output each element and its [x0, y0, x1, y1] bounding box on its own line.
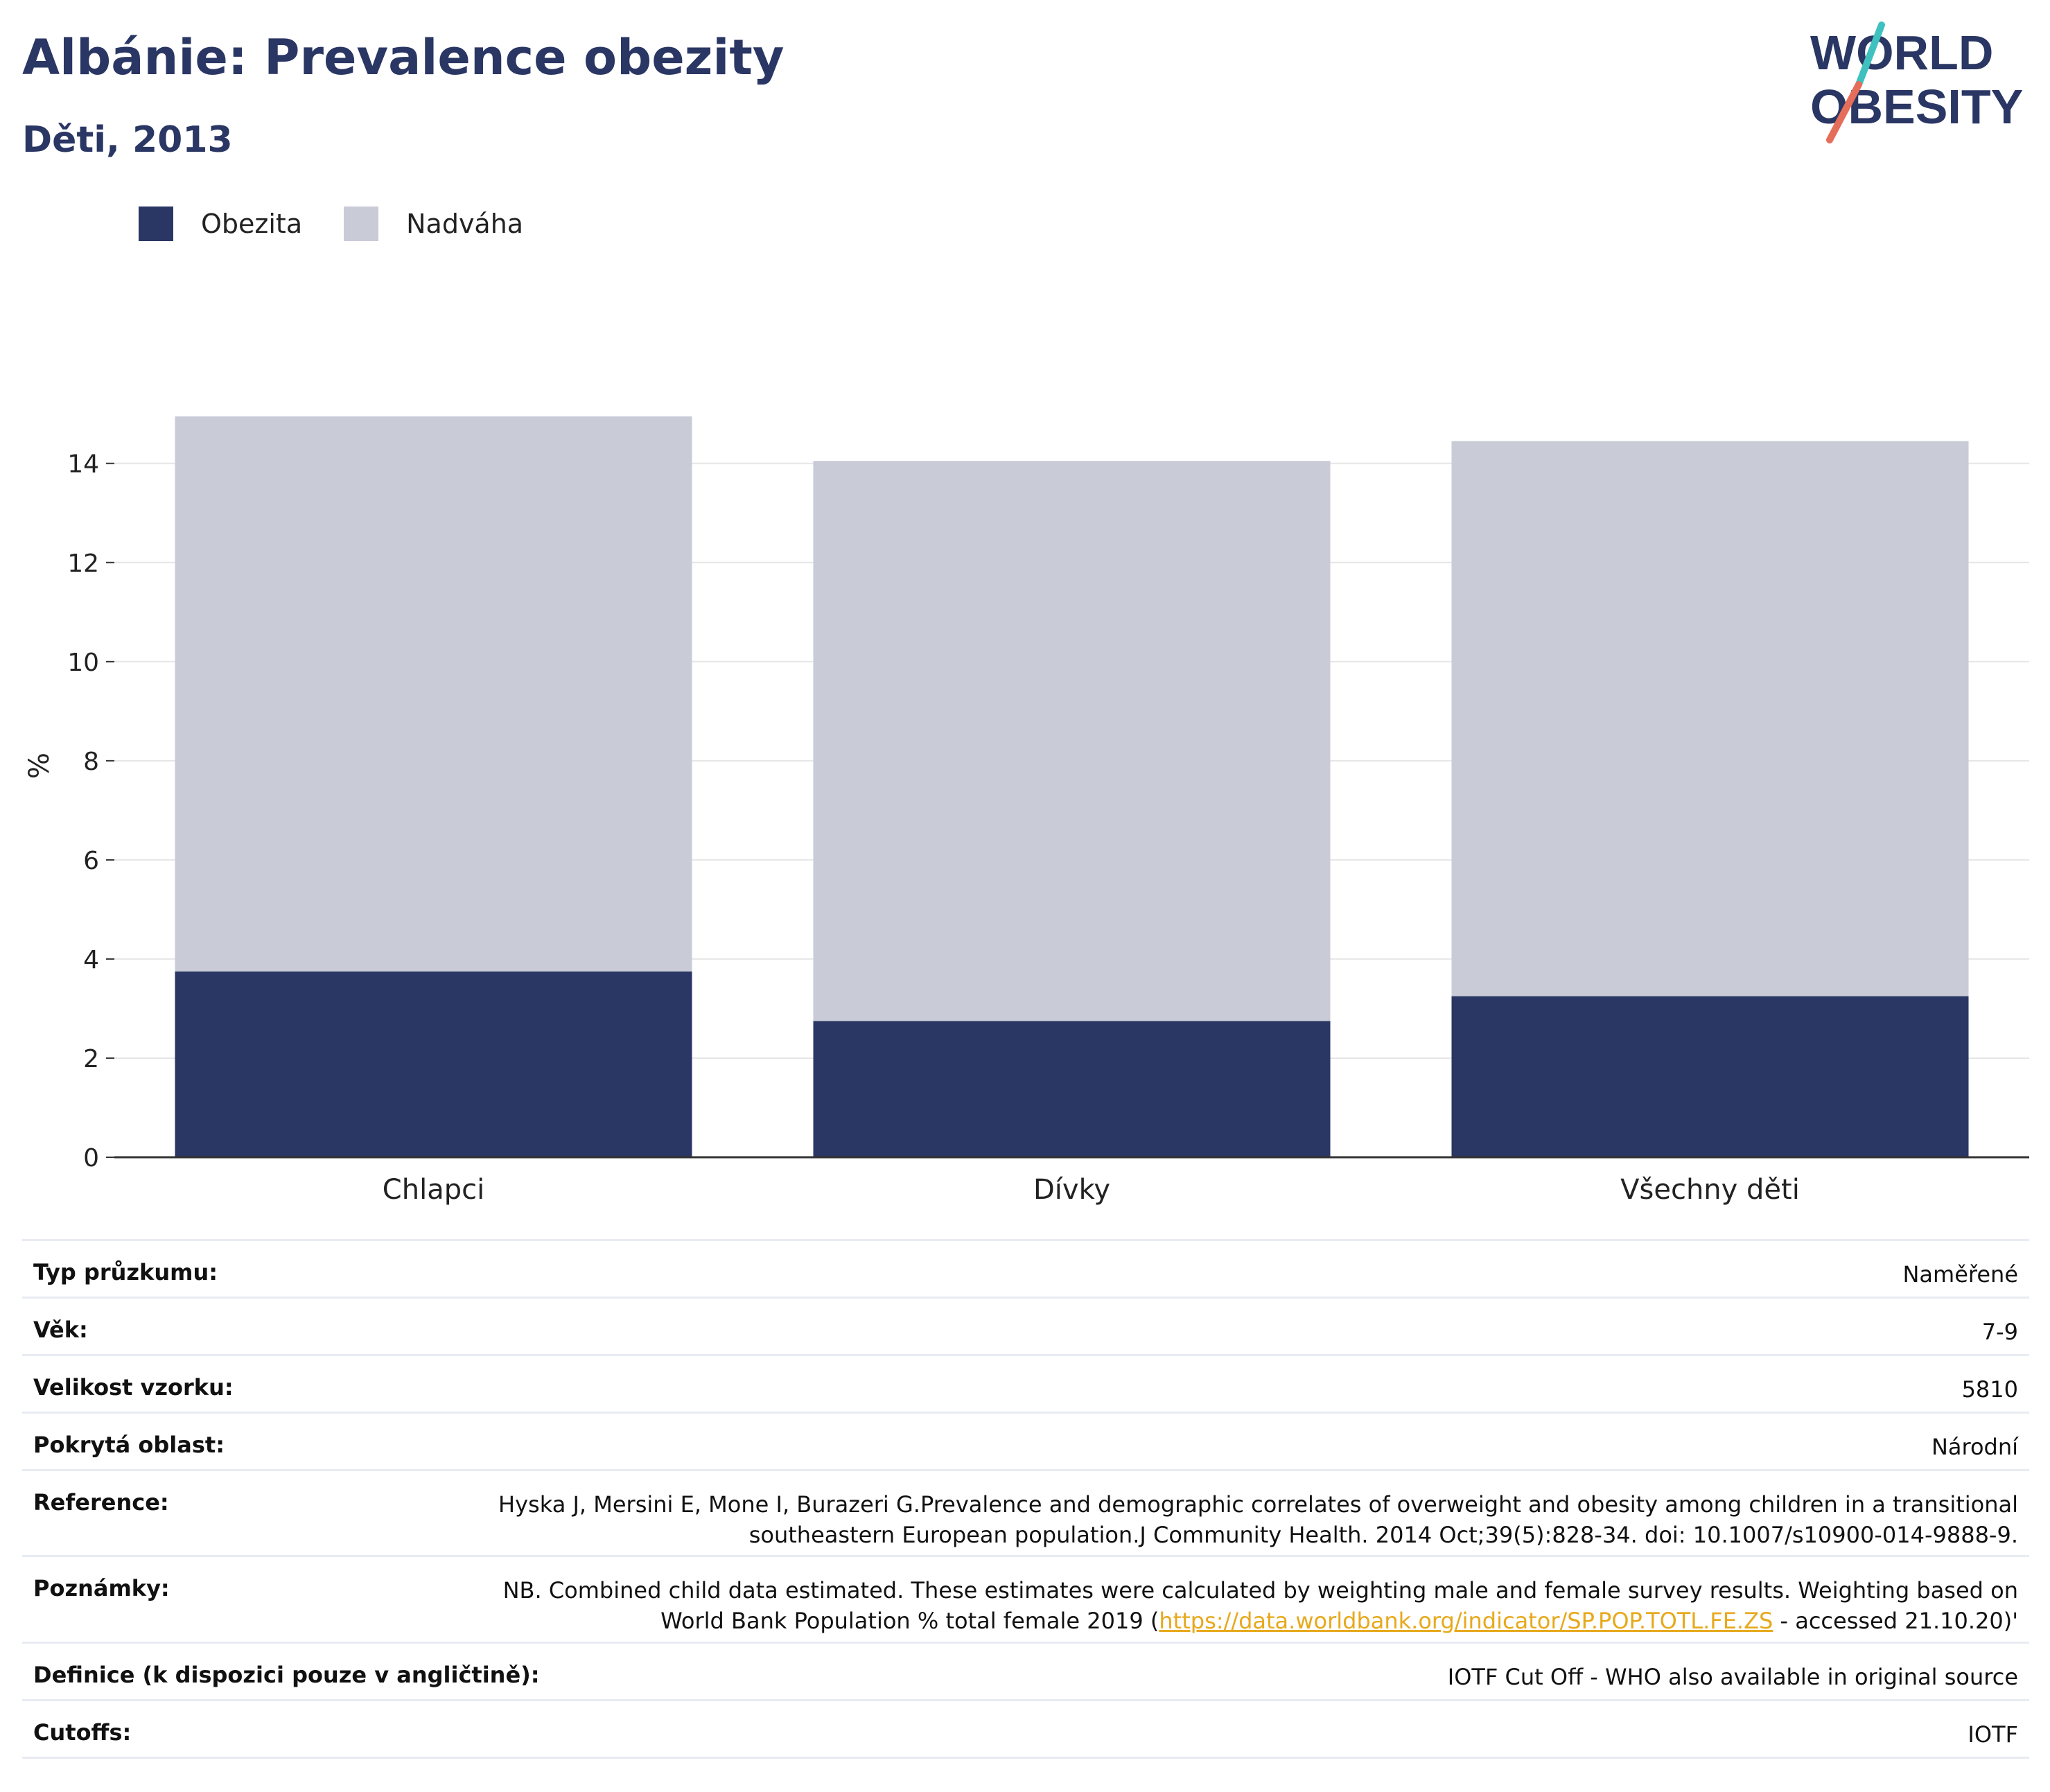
bar-obezita-0	[175, 971, 692, 1157]
x-tick-label: Dívky	[1033, 1174, 1110, 1206]
meta-key: Pokrytá oblast:	[33, 1432, 225, 1458]
meta-value: Naměřené	[1902, 1261, 2018, 1288]
stacked-bar-chart: 0 2 4 6 8 10 12 14% Chlapci Dívky Všechny děti	[24, 416, 2029, 1206]
meta-value: 7-9	[1981, 1319, 2018, 1345]
bar-nadvaha-1	[813, 461, 1331, 1021]
y-tick-label: 10	[67, 649, 99, 677]
meta-value: IOTF	[1968, 1721, 2018, 1748]
legend-swatch-nadvaha	[344, 207, 379, 241]
world-obesity-logo: WORLD OBESITY	[1810, 21, 2023, 143]
legend-label-nadvaha: Nadváha	[406, 209, 524, 239]
meta-key: Cutoffs:	[33, 1719, 132, 1746]
y-tick-label: 2	[83, 1045, 99, 1073]
y-tick-label: 0	[83, 1144, 99, 1172]
bar-nadvaha-2	[1451, 441, 1969, 996]
meta-row-sample-size: Velikost vzorku: 5810	[22, 1354, 2029, 1412]
notes-text-after: - accessed 21.10.20)'	[1773, 1608, 2019, 1634]
meta-row-reference: Reference: Hyska J, Mersini E, Mone I, B…	[22, 1469, 2029, 1555]
meta-row-area-covered: Pokrytá oblast: Národní	[22, 1412, 2029, 1469]
meta-key: Definice (k dispozici pouze v angličtině…	[33, 1662, 540, 1688]
meta-row-age: Věk: 7-9	[22, 1297, 2029, 1354]
logo-line1: WORLD	[1810, 26, 1993, 80]
meta-value: Hyska J, Mersini E, Mone I, Burazeri G.P…	[498, 1491, 2018, 1548]
x-tick-label: Všechny děti	[1620, 1174, 1800, 1206]
meta-key: Poznámky:	[33, 1575, 170, 1601]
meta-key: Reference:	[33, 1489, 169, 1516]
meta-key: Velikost vzorku:	[33, 1374, 234, 1400]
meta-key: Typ průzkumu:	[33, 1259, 218, 1285]
meta-row-survey-type: Typ průzkumu: Naměřené	[22, 1239, 2029, 1297]
meta-row-cutoffs: Cutoffs: IOTF	[22, 1699, 2029, 1757]
y-tick-label: 8	[83, 748, 99, 776]
chart-legend: Obezita Nadváha	[139, 205, 565, 243]
chart-title: Albánie: Prevalence obezity	[22, 29, 785, 86]
meta-bottom-rule	[22, 1757, 2029, 1759]
y-tick-label: 12	[67, 550, 99, 578]
notes-text-before: NB. Combined child data estimated. These…	[502, 1577, 2018, 1634]
x-tick-label: Chlapci	[383, 1174, 484, 1206]
bar-obezita-2	[1451, 996, 1969, 1157]
meta-value: Národní	[1931, 1434, 2018, 1460]
chart-subtitle: Děti, 2013	[22, 119, 233, 161]
y-tick-label: 14	[67, 450, 99, 479]
y-axis-label: %	[24, 753, 55, 779]
logo-slash-bottom	[1826, 81, 1862, 143]
y-tick-label: 6	[83, 847, 99, 875]
logo-slash-top	[1855, 21, 1885, 88]
meta-value: NB. Combined child data estimated. These…	[459, 1575, 2018, 1636]
metadata-table: Typ průzkumu: Naměřené Věk: 7-9 Velikost…	[22, 1239, 2029, 1759]
meta-value: 5810	[1961, 1376, 2018, 1403]
legend-swatch-obezita	[139, 207, 173, 241]
legend-item-nadvaha[interactable]: Nadváha	[344, 207, 523, 241]
bar-obezita-1	[813, 1021, 1331, 1157]
y-tick-label: 4	[83, 946, 99, 974]
meta-row-notes: Poznámky: NB. Combined child data estima…	[22, 1555, 2029, 1642]
bar-nadvaha-0	[175, 416, 692, 972]
legend-item-obezita[interactable]: Obezita	[139, 207, 302, 241]
meta-row-definition: Definice (k dispozici pouze v angličtině…	[22, 1642, 2029, 1699]
legend-label-obezita: Obezita	[201, 209, 303, 239]
worldbank-link[interactable]: https://data.worldbank.org/indicator/SP.…	[1159, 1608, 1773, 1634]
meta-value: IOTF Cut Off - WHO also available in ori…	[1447, 1664, 2018, 1690]
meta-key: Věk:	[33, 1317, 88, 1343]
